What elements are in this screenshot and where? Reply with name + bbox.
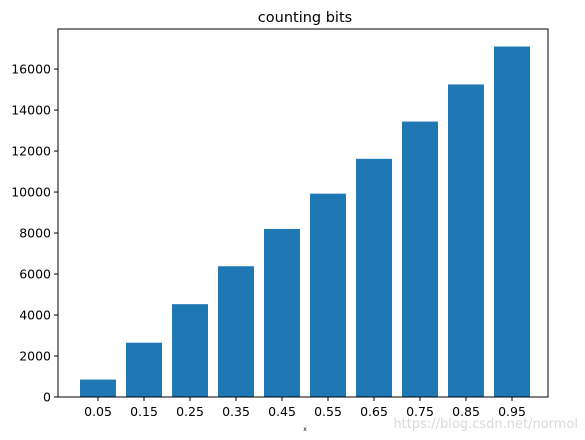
y-tick-label: 10000 [11, 185, 51, 200]
bar-0.35 [218, 266, 254, 397]
y-tick-label: 4000 [19, 308, 51, 323]
bar-0.55 [310, 193, 346, 397]
x-tick-label: 0.65 [360, 404, 388, 419]
x-axis-label: x [303, 426, 307, 433]
x-tick-label: 0.85 [452, 404, 480, 419]
y-tick-label: 8000 [19, 226, 51, 241]
watermark-text: https://blog.csdn.net/normol [393, 417, 578, 432]
x-tick-label: 0.15 [130, 404, 158, 419]
y-tick-label: 12000 [11, 144, 51, 159]
bar-0.05 [80, 379, 116, 397]
y-tick-label: 14000 [11, 103, 51, 118]
x-tick-label: 0.75 [406, 404, 434, 419]
bar-0.85 [448, 84, 484, 397]
y-tick-label: 2000 [19, 349, 51, 364]
bar-0.75 [402, 121, 438, 397]
bar-0.45 [264, 228, 300, 397]
y-axis: 0 2000 4000 6000 8000 10000 12000 14000 16000 [11, 62, 58, 405]
axes-frame [57, 28, 549, 398]
x-tick-label: 0.25 [176, 404, 204, 419]
bar-0.95 [494, 46, 530, 398]
x-tick-label: 0.05 [84, 404, 112, 419]
bars-group [80, 46, 530, 398]
bar-0.25 [172, 304, 208, 397]
x-tick-label: 0.45 [268, 404, 296, 419]
x-axis: 0.05 0.15 0.25 0.35 0.45 0.55 0.65 0.75 0.85 0.95 [84, 397, 526, 419]
bar-0.65 [356, 158, 392, 397]
y-tick-label: 16000 [11, 62, 51, 77]
x-tick-label: 0.55 [314, 404, 342, 419]
y-tick-label: 6000 [19, 267, 51, 282]
x-tick-label: 0.95 [498, 404, 526, 419]
chart-title: counting bits [258, 10, 352, 26]
y-tick-label: 0 [43, 390, 51, 405]
bar-0.15 [126, 342, 162, 397]
x-tick-label: 0.35 [222, 404, 250, 419]
